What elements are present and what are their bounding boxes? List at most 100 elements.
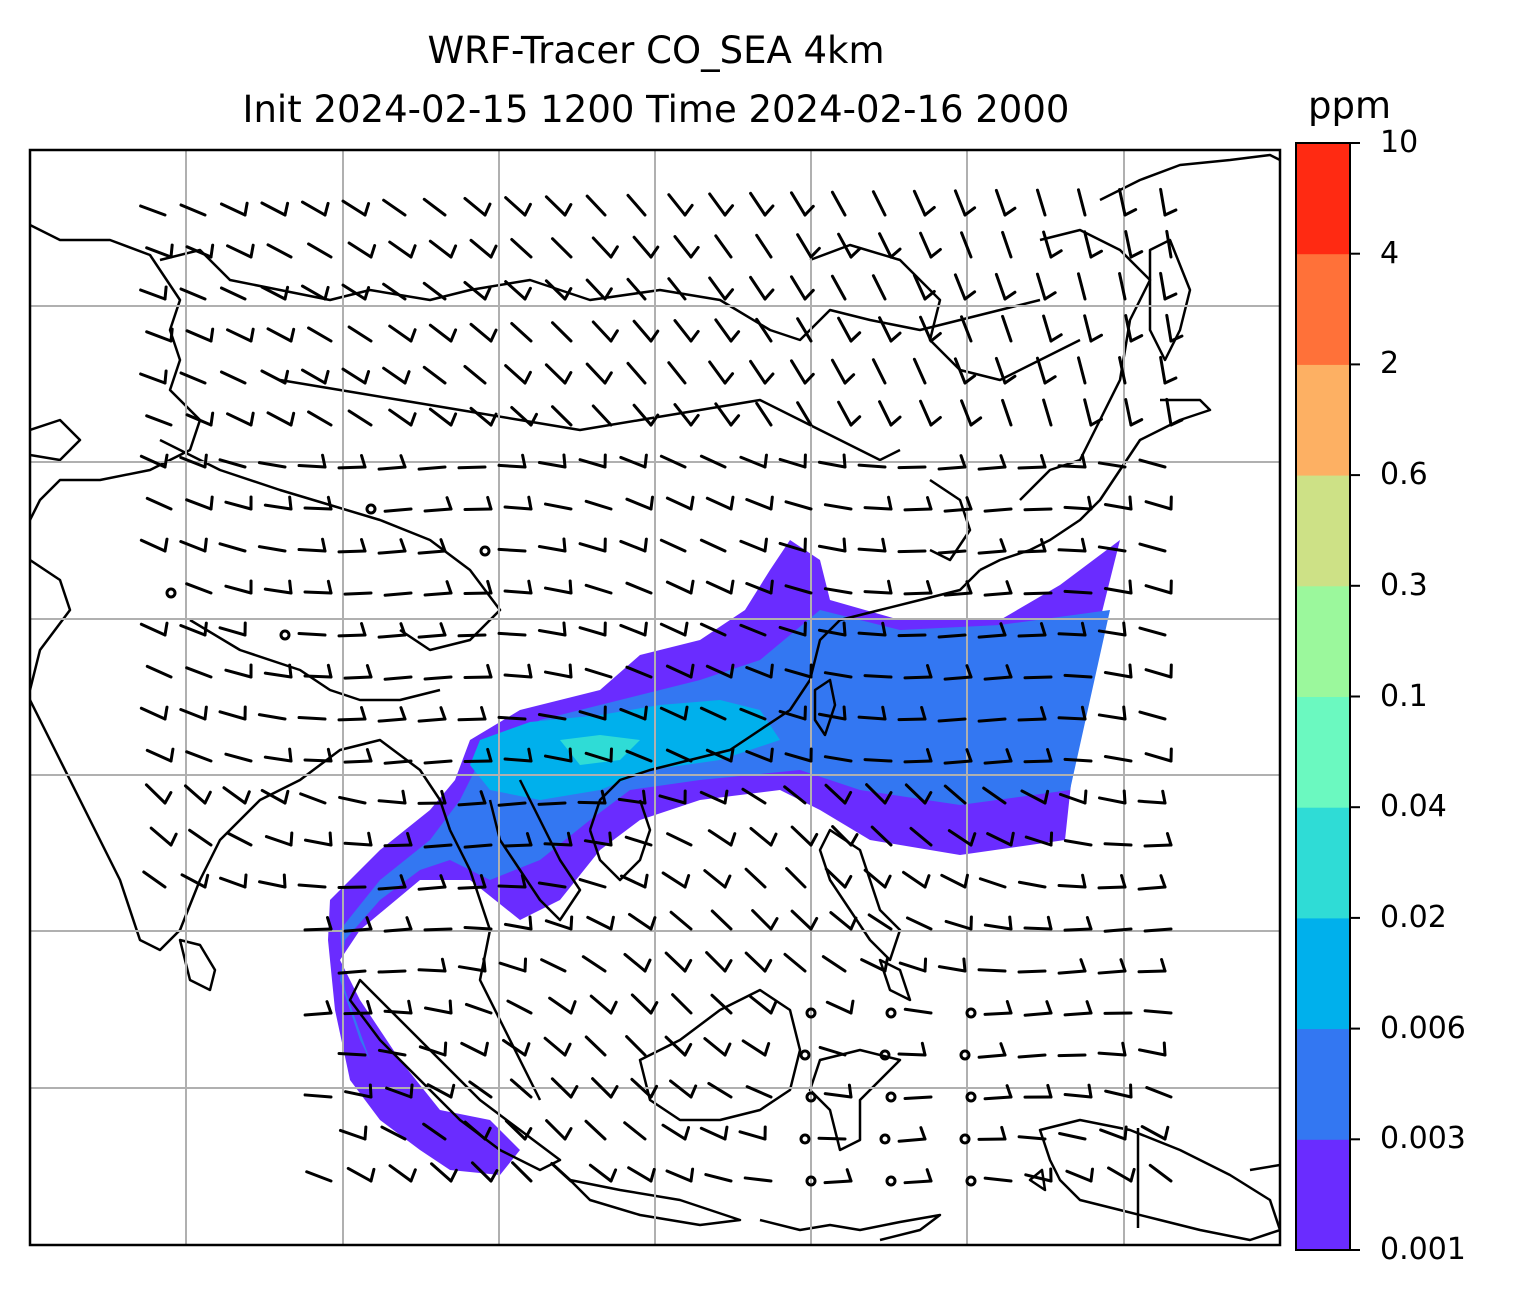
wind-barb: [926, 580, 933, 595]
wind-barb: [503, 757, 533, 763]
wind-barb: [912, 189, 927, 217]
wind-barb: [751, 909, 773, 931]
wind-barb: [745, 498, 773, 511]
calm-wind-marker: [965, 1091, 977, 1103]
wind-barb: [457, 717, 487, 722]
wind-barb: [741, 1039, 767, 1057]
wind-barb: [169, 327, 174, 343]
wind-barb: [139, 372, 167, 385]
wind-barb: [307, 242, 333, 259]
wind-barb: [1138, 710, 1167, 721]
wind-barb: [417, 717, 447, 723]
wind-barb: [464, 1002, 493, 1015]
wind-barb: [341, 283, 367, 301]
wind-barb: [1097, 461, 1127, 469]
wind-barb: [360, 622, 367, 637]
wind-barb: [1042, 230, 1053, 259]
wind-barb: [769, 917, 779, 931]
wind-barb: [1085, 916, 1093, 931]
wind-barb: [823, 671, 853, 679]
wind-barb: [179, 456, 207, 469]
wind-barb: [625, 497, 653, 511]
wind-barb: [218, 542, 247, 553]
wind-barb: [1001, 314, 1013, 343]
wind-barb: [963, 290, 977, 301]
wind-barb: [763, 1042, 771, 1057]
wind-barb: [449, 412, 458, 427]
wind-barb: [849, 247, 862, 259]
wind-barb: [266, 327, 293, 343]
wind-barb: [423, 675, 453, 681]
wind-barb: [377, 633, 407, 639]
wind-barb: [943, 759, 973, 765]
wind-barb: [1163, 1125, 1170, 1141]
wind-barb: [625, 665, 653, 679]
wind-barb: [578, 626, 607, 637]
wind-barb: [179, 708, 207, 721]
wind-barb: [883, 874, 892, 889]
wind-barb: [409, 1168, 417, 1183]
wind-barb: [689, 495, 695, 511]
wind-barb: [705, 748, 733, 763]
wind-barb: [463, 1120, 487, 1141]
wind-barb: [283, 285, 290, 301]
wind-barb: [1076, 356, 1087, 385]
wind-barb: [994, 188, 1007, 217]
wind-barb: [185, 666, 213, 679]
wind-barb: [1121, 1041, 1127, 1057]
wind-barb: [1005, 664, 1013, 679]
wind-barb: [1123, 208, 1138, 217]
wind-barb: [965, 496, 973, 511]
wind-barb: [1103, 754, 1133, 763]
wind-barb: [743, 1176, 773, 1183]
wind-barb: [305, 1170, 333, 1183]
wind-barb: [377, 465, 407, 471]
wind-barb: [423, 927, 453, 932]
wind-barb: [463, 280, 487, 301]
wind-barb: [1003, 290, 1017, 301]
wind-barb: [926, 748, 933, 763]
wind-barb: [673, 235, 693, 259]
wind-barb: [953, 189, 967, 217]
wind-barb: [823, 1179, 853, 1185]
wind-barb: [360, 538, 367, 553]
wind-barb: [563, 203, 573, 217]
wind-barb: [179, 203, 207, 217]
wind-barb: [163, 285, 168, 301]
wind-barb: [994, 356, 1007, 385]
wind-barb: [543, 670, 573, 679]
wind-barb: [723, 1125, 729, 1141]
wind-barb: [486, 495, 493, 511]
wind-barb: [566, 831, 573, 847]
wind-barb: [849, 331, 862, 343]
colorbar-tick-label: 2: [1380, 346, 1400, 382]
wind-barb: [457, 465, 487, 470]
wind-barb: [203, 453, 208, 469]
wind-barb: [209, 495, 214, 511]
wind-barb: [328, 831, 333, 847]
wind-barb: [783, 952, 807, 973]
wind-barb: [897, 1052, 927, 1057]
wind-barb: [977, 968, 1007, 973]
wind-barb: [337, 549, 367, 554]
wind-barb: [543, 754, 573, 763]
wind-barb: [366, 999, 373, 1015]
wind-barb: [830, 274, 847, 301]
wind-barb: [1129, 334, 1144, 343]
wind-barb: [745, 582, 773, 595]
wind-barb: [630, 993, 653, 1015]
wind-barb: [417, 885, 447, 891]
wind-barb: [346, 1166, 373, 1183]
wind-barb: [377, 969, 407, 974]
wind-barb: [321, 537, 327, 553]
wind-barb: [563, 1042, 572, 1057]
wind-barb: [1039, 706, 1047, 721]
wind-barb: [923, 791, 933, 805]
wind-barb: [377, 549, 407, 555]
wind-barb: [867, 913, 893, 931]
wind-barb: [1057, 883, 1087, 889]
wind-barb: [347, 409, 373, 427]
wind-barb: [897, 465, 927, 470]
wind-barb: [745, 750, 773, 763]
wind-barb: [863, 506, 893, 511]
